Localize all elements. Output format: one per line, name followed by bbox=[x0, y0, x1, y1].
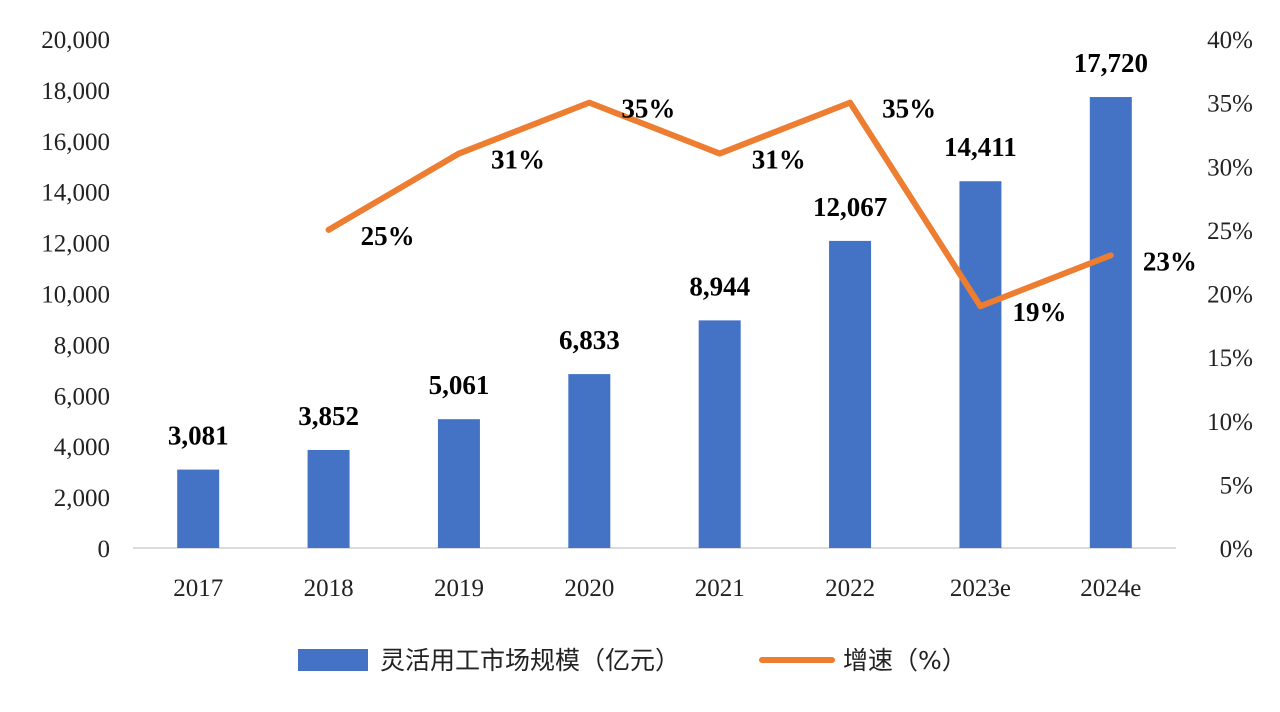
x-axis-ticks: 2017 2018 2019 2020 2021 2022 2023e 2024e bbox=[173, 575, 1141, 602]
right-axis-tick-label: 40% bbox=[1207, 27, 1253, 54]
right-axis-tick-label: 0% bbox=[1220, 536, 1253, 563]
right-axis-tick-label: 25% bbox=[1207, 218, 1253, 245]
legend-line-label: 增速（%） bbox=[843, 646, 967, 675]
bar-data-label: 17,720 bbox=[1074, 48, 1148, 78]
left-axis-tick-label: 6,000 bbox=[54, 383, 110, 410]
left-axis-tick-label: 14,000 bbox=[41, 180, 110, 207]
line-data-label: 35% bbox=[621, 94, 675, 124]
left-axis-tick-label: 0 bbox=[98, 536, 111, 563]
bar bbox=[437, 419, 480, 548]
legend: 灵活用工市场规模（亿元） 增速（%） bbox=[298, 646, 967, 675]
left-axis-tick-label: 20,000 bbox=[41, 27, 110, 54]
right-axis-tick-label: 30% bbox=[1207, 154, 1253, 181]
x-axis-tick-label: 2018 bbox=[304, 575, 354, 602]
right-axis-tick-label: 20% bbox=[1207, 282, 1253, 309]
bar-data-labels: 3,081 3,852 5,061 6,833 8,944 12,067 14,411 17,… bbox=[168, 48, 1148, 451]
legend-bar-label: 灵活用工市场规模（亿元） bbox=[380, 646, 680, 675]
right-axis-tick-label: 10% bbox=[1207, 409, 1253, 436]
bar bbox=[829, 240, 872, 549]
legend-bar-swatch bbox=[298, 649, 368, 671]
line-data-label: 25% bbox=[361, 221, 415, 251]
left-axis-tick-label: 18,000 bbox=[41, 78, 110, 105]
bar bbox=[959, 181, 1002, 548]
growth-line bbox=[325, 99, 1114, 310]
left-axis-tick-label: 4,000 bbox=[54, 434, 110, 461]
x-axis-tick-label: 2022 bbox=[825, 575, 875, 602]
bar bbox=[1089, 97, 1132, 548]
left-axis-ticks: 0 2,000 4,000 6,000 8,000 10,000 12,000 14,000 1… bbox=[41, 27, 110, 563]
bar-data-label: 3,081 bbox=[168, 421, 229, 451]
line-data-label: 31% bbox=[752, 145, 806, 175]
bar-data-label: 12,067 bbox=[813, 192, 887, 222]
right-axis-ticks: 0% 5% 10% 15% 20% 25% 30% 35% 40% bbox=[1207, 27, 1253, 563]
left-axis-tick-label: 8,000 bbox=[54, 332, 110, 359]
bar-data-label: 8,944 bbox=[689, 271, 750, 301]
bar bbox=[307, 449, 350, 548]
left-axis-tick-label: 12,000 bbox=[41, 231, 110, 258]
line-data-label: 31% bbox=[491, 145, 545, 175]
right-axis-tick-label: 5% bbox=[1220, 472, 1253, 499]
bar bbox=[698, 320, 741, 548]
bar-series bbox=[177, 97, 1132, 549]
x-axis-tick-label: 2024e bbox=[1080, 575, 1141, 602]
x-axis-tick-label: 2021 bbox=[695, 575, 745, 602]
bar-data-label: 3,852 bbox=[298, 401, 359, 431]
bar-data-label: 6,833 bbox=[559, 325, 620, 355]
bar-data-label: 5,061 bbox=[429, 370, 490, 400]
bar bbox=[568, 374, 611, 548]
right-axis-tick-label: 15% bbox=[1207, 345, 1253, 372]
left-axis-tick-label: 10,000 bbox=[41, 282, 110, 309]
bar-data-label: 14,411 bbox=[944, 132, 1017, 162]
x-axis-tick-label: 2020 bbox=[564, 575, 614, 602]
line-data-label: 19% bbox=[1012, 297, 1066, 327]
x-axis-tick-label: 2017 bbox=[173, 575, 223, 602]
x-axis-tick-label: 2019 bbox=[434, 575, 484, 602]
line-data-label: 23% bbox=[1143, 246, 1197, 276]
left-axis-tick-label: 16,000 bbox=[41, 129, 110, 156]
line-data-label: 35% bbox=[882, 94, 936, 124]
bar bbox=[177, 469, 220, 548]
line-data-labels: 25% 31% 35% 31% 35% 19% 23% bbox=[361, 94, 1197, 328]
left-axis-tick-label: 2,000 bbox=[54, 485, 110, 512]
x-axis-tick-label: 2023e bbox=[950, 575, 1011, 602]
right-axis-tick-label: 35% bbox=[1207, 91, 1253, 118]
